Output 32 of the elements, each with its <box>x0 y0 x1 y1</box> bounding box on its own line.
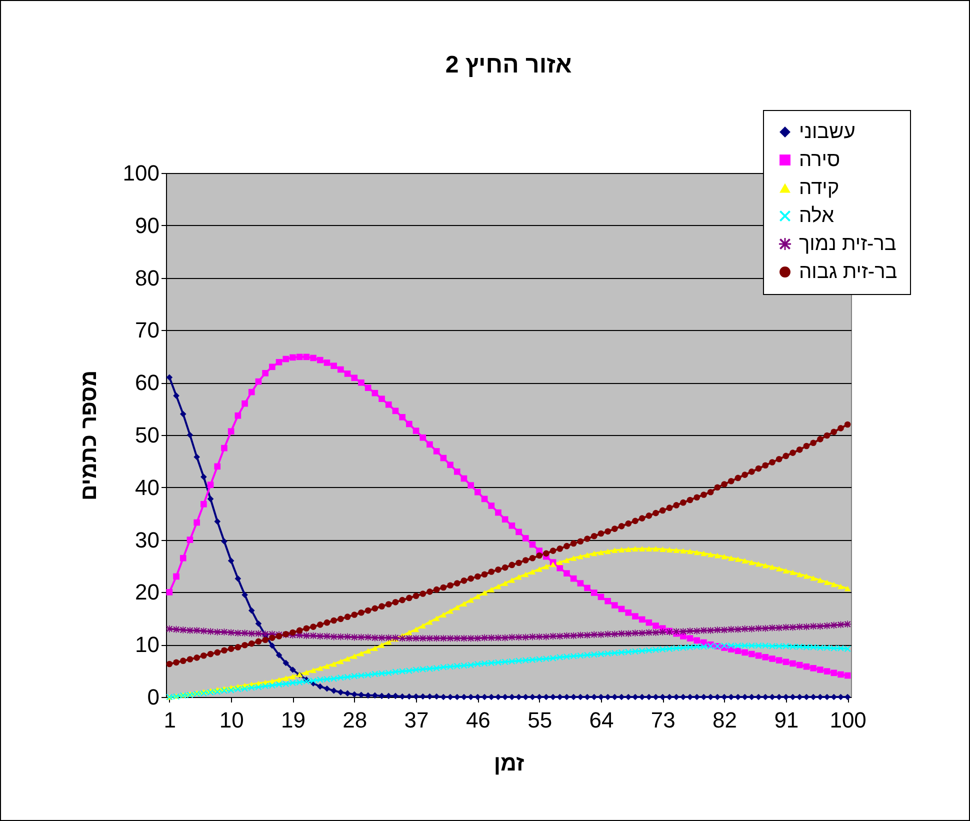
x-tick-label: 10 <box>219 708 244 732</box>
legend-label: בר-זית נמוך <box>799 233 896 255</box>
legend-label: בר-זית גבוה <box>799 261 898 283</box>
x-tick-label: 82 <box>712 708 738 732</box>
legend-label: אלה <box>799 205 834 227</box>
y-tick-label: 30 <box>135 527 160 552</box>
y-axis-title: מספר כתמים <box>76 370 101 501</box>
legend-label: קידה <box>799 177 840 199</box>
x-tick-label: 19 <box>280 708 306 732</box>
y-tick-label: 70 <box>135 318 160 343</box>
y-tick-label: 0 <box>147 684 160 710</box>
y-tick-label: 10 <box>135 632 160 658</box>
x-axis-title: זמן <box>494 750 524 776</box>
x-tick-label: 73 <box>650 708 676 732</box>
y-tick-label: 20 <box>135 580 160 605</box>
y-tick-label: 50 <box>135 422 160 448</box>
x-tick-label: 100 <box>830 708 866 732</box>
x-tick-label: 28 <box>342 708 368 732</box>
legend-label: סירה <box>799 149 840 171</box>
x-tick-label: 91 <box>774 708 799 732</box>
x-tick-label: 64 <box>589 708 614 732</box>
legend-label: עשבוני <box>799 121 856 143</box>
y-tick-label: 40 <box>135 474 160 500</box>
x-tick-label: 55 <box>528 708 552 732</box>
chart-title: אזור החיץ 2 <box>445 52 572 78</box>
x-tick-label: 46 <box>466 708 490 732</box>
x-tick-label: 1 <box>164 708 176 732</box>
y-tick-label: 80 <box>135 265 160 290</box>
x-tick-label: 37 <box>404 708 429 732</box>
y-tick-label: 100 <box>122 160 160 186</box>
y-tick-label: 90 <box>135 212 160 238</box>
y-tick-label: 60 <box>135 370 160 396</box>
